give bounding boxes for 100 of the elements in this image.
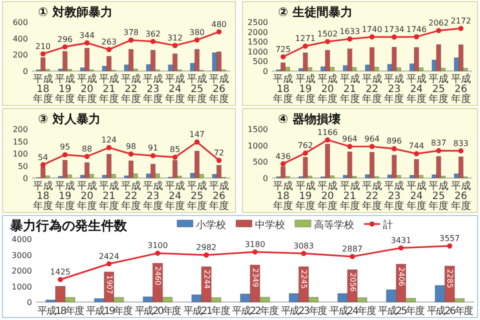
x-tick-label: 平成22年度: [121, 180, 141, 212]
data-label: 147: [189, 130, 205, 139]
x-tick-label: 平成22年度: [362, 73, 382, 105]
legend-label: 高等学校: [314, 219, 354, 231]
x-tick-label: 平成23年度: [143, 180, 163, 212]
x-tick-label: 平成22年度: [121, 73, 141, 105]
x-tick-label: 平成19年度: [86, 305, 133, 317]
data-label: 1425: [50, 268, 71, 277]
x-tick-label: 平成18年度: [33, 73, 53, 105]
data-label: 964: [364, 134, 380, 144]
y-tick-label: 2000: [248, 28, 268, 37]
x-tick-label: 平成25年度: [428, 180, 449, 212]
x-tick-label: 平成18年度: [273, 180, 294, 212]
y-tick-label: 600: [12, 18, 28, 27]
point: [84, 40, 90, 46]
point: [216, 158, 222, 163]
legend-label: 計: [383, 219, 393, 231]
x-tick-label: 平成20年度: [318, 180, 338, 212]
data-label: 378: [123, 28, 139, 38]
point: [106, 261, 112, 266]
data-label: 2062: [428, 18, 449, 28]
x-tick-label: 平成23年度: [280, 305, 328, 317]
x-tick-label: 平成19年度: [55, 73, 75, 105]
y-tick-label: 0: [22, 174, 28, 183]
x-tick-label: 平成21年度: [340, 73, 360, 105]
y-tick-label: 100: [12, 150, 28, 158]
chart-title: ② 生徒間暴力: [278, 5, 352, 19]
y-tick-label: 150: [12, 137, 28, 146]
point: [106, 46, 112, 52]
chart-title: 暴力行為の発生件数: [9, 219, 128, 234]
data-label: 2887: [342, 244, 363, 254]
y-tick-label: 500: [252, 57, 268, 66]
x-tick-label: 平成23年度: [143, 73, 163, 105]
point: [369, 144, 375, 150]
data-label: 362: [145, 29, 161, 38]
data-label: 1734: [384, 25, 404, 34]
point: [84, 154, 90, 160]
legend-label: 小学校: [196, 219, 226, 231]
data-label: 3431: [390, 236, 412, 245]
data-label: 91: [148, 144, 158, 153]
point: [458, 148, 464, 154]
point: [128, 38, 134, 43]
x-tick-label: 平成26年度: [209, 180, 229, 212]
point: [216, 29, 222, 34]
y-tick-label: 1000: [12, 282, 32, 292]
point: [58, 276, 63, 282]
point: [204, 252, 209, 258]
x-tick-label: 平成26年度: [209, 73, 229, 105]
data-label: 54: [38, 152, 48, 162]
y-tick-label: 50: [18, 162, 28, 171]
x-tick-label: 平成26年度: [450, 73, 471, 105]
point: [302, 150, 308, 156]
x-tick-label: 平成26年度: [426, 305, 474, 317]
data-label: 1746: [406, 24, 427, 34]
x-tick-label: 平成24年度: [330, 305, 376, 317]
chart-title: ③ 対人暴力: [38, 112, 100, 126]
point: [252, 249, 258, 255]
point: [150, 153, 156, 158]
x-tick-label: 平成24年度: [406, 73, 426, 105]
legend-label: 中学校: [255, 219, 285, 231]
point: [194, 139, 200, 145]
y-tick-label: 0: [262, 67, 268, 76]
data-label: 2172: [450, 16, 472, 26]
x-tick-label: 平成20年度: [77, 73, 97, 105]
data-label: 95: [60, 142, 70, 152]
x-tick-label: 平成21年度: [340, 180, 360, 212]
point: [347, 36, 352, 42]
point: [436, 148, 442, 154]
data-label: 312: [167, 34, 183, 43]
data-label: 124: [101, 136, 117, 145]
x-tick-label: 平成20年度: [318, 73, 338, 105]
data-label: 837: [431, 138, 446, 148]
x-tick-label: 平成21年度: [184, 305, 230, 317]
x-tick-label: 平成20年度: [77, 180, 97, 212]
point: [458, 26, 464, 32]
data-label: 3083: [293, 241, 314, 250]
point: [40, 162, 46, 168]
data-label: 3180: [244, 240, 266, 249]
point: [447, 243, 452, 249]
data-label: 88: [82, 144, 92, 154]
data-label: 725: [275, 44, 291, 54]
point: [414, 34, 420, 40]
y-tick-label: 3000: [12, 250, 32, 260]
data-label: 480: [211, 20, 227, 29]
y-tick-label: 2500: [248, 18, 268, 27]
data-label: 3557: [439, 234, 460, 243]
x-tick-label: 平成22年度: [362, 180, 382, 212]
x-tick-label: 平成19年度: [55, 180, 75, 212]
x-tick-label: 平成18年度: [33, 180, 53, 212]
point: [392, 34, 397, 40]
point: [302, 43, 308, 49]
x-tick-label: 平成24年度: [165, 73, 185, 105]
x-tick-label: 平成25年度: [378, 305, 425, 317]
x-tick-label: 平成21年度: [99, 180, 119, 212]
point: [369, 34, 375, 40]
x-tick-label: 平成18年度: [38, 305, 84, 317]
point: [150, 38, 156, 44]
y-tick-label: 4000: [12, 235, 32, 244]
y-tick-label: 1500: [248, 38, 268, 47]
data-label: 964: [342, 134, 358, 144]
